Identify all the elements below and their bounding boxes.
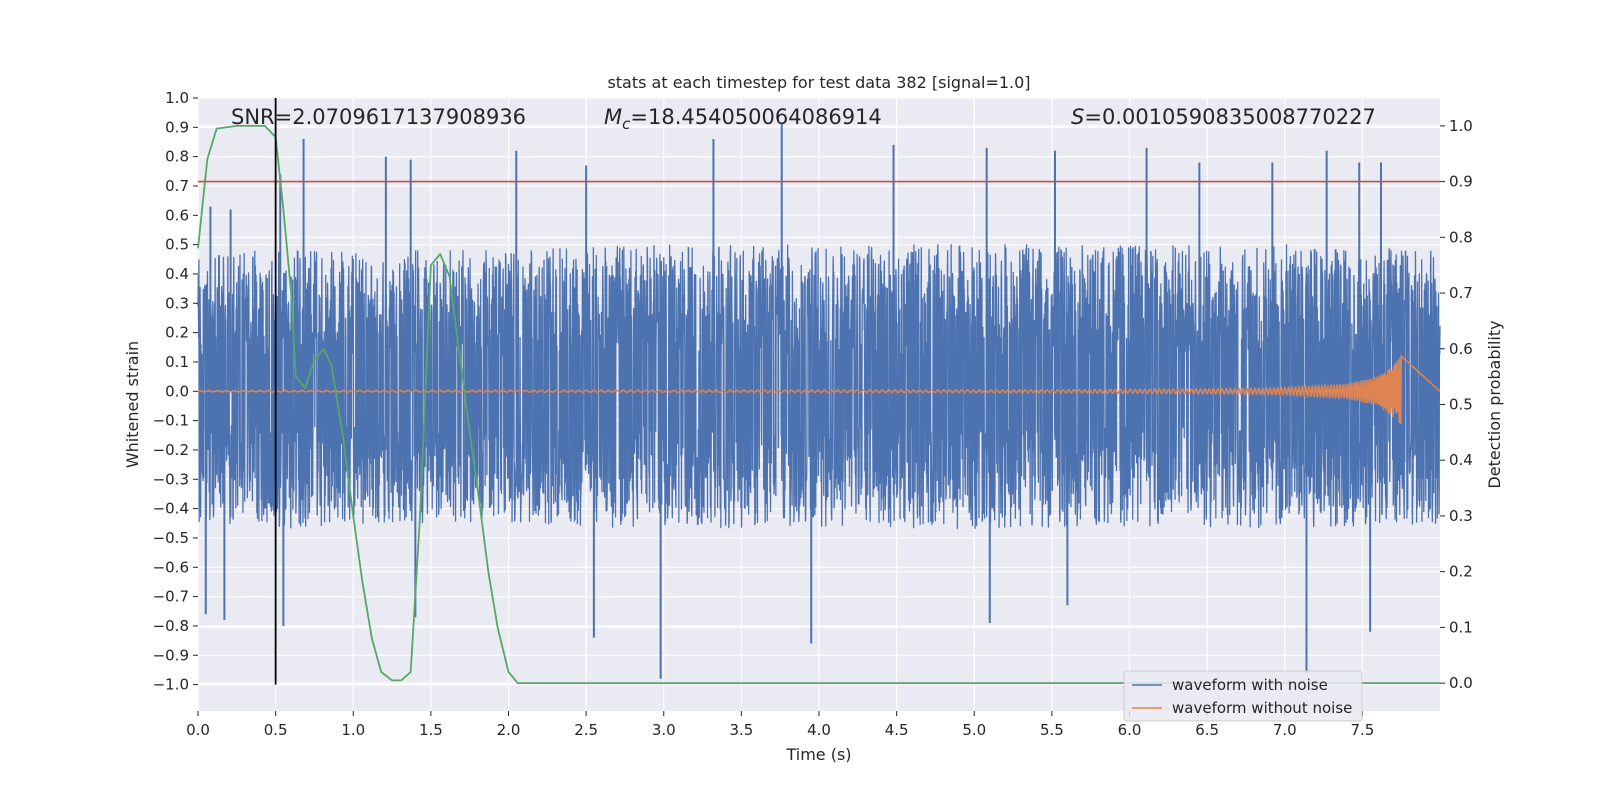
s-symbol: S: [1071, 105, 1084, 129]
x-tick-label: 0.0: [186, 721, 210, 739]
right-y-axis-label: Detection probability: [1485, 320, 1504, 488]
y-right-tick-label: 0.6: [1449, 340, 1473, 358]
legend-label-waveform-with-noise: waveform with noise: [1172, 676, 1328, 694]
y-left-tick-label: 0.0: [165, 382, 189, 400]
y-left-tick-label: 0.2: [165, 324, 189, 342]
y-right-tick-label: 0.2: [1449, 563, 1473, 581]
series-detection-probability: [197, 124, 1440, 685]
y-left-tick-label: 1.0: [165, 89, 189, 107]
y-left-tick-label: −0.4: [153, 500, 189, 518]
x-tick-label: 6.0: [1118, 721, 1142, 739]
y-left-tick-label: 0.7: [165, 177, 189, 195]
x-axis-ticks: 0.0 0.5 1.0 1.5 2.0 2.5 3.0 3.5 4.0 4.5 5.0 5.5 6.0 6…: [186, 711, 1374, 739]
x-tick-label: 4.0: [807, 721, 831, 739]
y-left-tick-label: 0.6: [165, 206, 189, 224]
x-tick-label: 2.5: [574, 721, 598, 739]
y-left-tick-label: 0.8: [165, 148, 189, 166]
y-right-tick-label: 0.1: [1449, 618, 1473, 636]
x-tick-label: 3.0: [652, 721, 676, 739]
y-right-tick-label: 0.0: [1449, 674, 1473, 692]
y-left-tick-label: −0.5: [153, 529, 189, 547]
chirp-mass-annotation: Mc=18.454050064086914: [604, 105, 882, 133]
noise-trace: [197, 244, 1441, 530]
chart-title: stats at each timestep for test data 382…: [607, 73, 1030, 92]
y-left-tick-label: −0.1: [153, 412, 189, 430]
y-left-tick-label: 0.1: [165, 353, 189, 371]
clean-trace: [197, 354, 1441, 425]
s-value: =0.0010590835008770227: [1084, 105, 1376, 129]
snr-annotation: SNR=2.0709617137908936: [231, 105, 526, 129]
x-tick-label: 7.0: [1273, 721, 1297, 739]
left-y-axis-label: Whitened strain: [123, 341, 142, 468]
mc-symbol: M: [604, 105, 622, 129]
x-tick-label: 2.0: [497, 721, 521, 739]
left-y-axis-ticks: 1.0 0.9 0.8 0.7 0.6 0.5 0.4 0.3 0.2 0.1 0.0 −0.1 −0.…: [153, 89, 198, 694]
x-axis-label: Time (s): [785, 745, 851, 764]
y-left-tick-label: −0.2: [153, 441, 189, 459]
right-y-axis-ticks: 1.0 0.9 0.8 0.7 0.6 0.5 0.4 0.3 0.2 0.1 0.0: [1440, 117, 1473, 692]
y-right-tick-label: 0.3: [1449, 507, 1473, 525]
probability-trace: [197, 124, 1440, 685]
x-tick-label: 5.5: [1040, 721, 1064, 739]
y-left-tick-label: −0.6: [153, 558, 189, 576]
y-left-tick-label: −0.9: [153, 646, 189, 664]
y-left-tick-label: 0.4: [165, 265, 189, 283]
y-right-tick-label: 0.9: [1449, 173, 1473, 191]
y-left-tick-label: −0.7: [153, 588, 189, 606]
y-left-tick-label: 0.3: [165, 294, 189, 312]
y-right-tick-label: 0.4: [1449, 451, 1473, 469]
y-left-tick-label: 0.9: [165, 118, 189, 136]
x-tick-label: 0.5: [264, 721, 288, 739]
y-left-tick-label: 0.5: [165, 236, 189, 254]
legend: waveform with noise waveform without noi…: [1123, 670, 1363, 722]
x-tick-label: 5.0: [962, 721, 986, 739]
y-left-tick-label: −0.3: [153, 470, 189, 488]
y-right-tick-label: 0.8: [1449, 228, 1473, 246]
y-right-tick-label: 0.5: [1449, 396, 1473, 414]
x-tick-label: 1.5: [419, 721, 443, 739]
x-tick-label: 4.5: [885, 721, 909, 739]
series-waveform-without-noise: [197, 354, 1441, 425]
x-tick-label: 3.5: [729, 721, 753, 739]
y-left-tick-label: −1.0: [153, 676, 189, 694]
series-waveform-with-noise: [197, 124, 1441, 679]
y-left-tick-label: −0.8: [153, 617, 189, 635]
x-tick-label: 7.5: [1350, 721, 1374, 739]
legend-label-waveform-without-noise: waveform without noise: [1172, 699, 1352, 717]
x-tick-label: 1.0: [341, 721, 365, 739]
y-right-tick-label: 0.7: [1449, 284, 1473, 302]
y-right-tick-label: 1.0: [1449, 117, 1473, 135]
x-tick-label: 6.5: [1195, 721, 1219, 739]
s-statistic-annotation: S=0.0010590835008770227: [1071, 105, 1376, 129]
mc-value: =18.454050064086914: [630, 105, 881, 129]
reference-lines: [198, 98, 1440, 685]
mc-subscript: c: [622, 115, 631, 133]
legend-box: [1123, 670, 1363, 722]
